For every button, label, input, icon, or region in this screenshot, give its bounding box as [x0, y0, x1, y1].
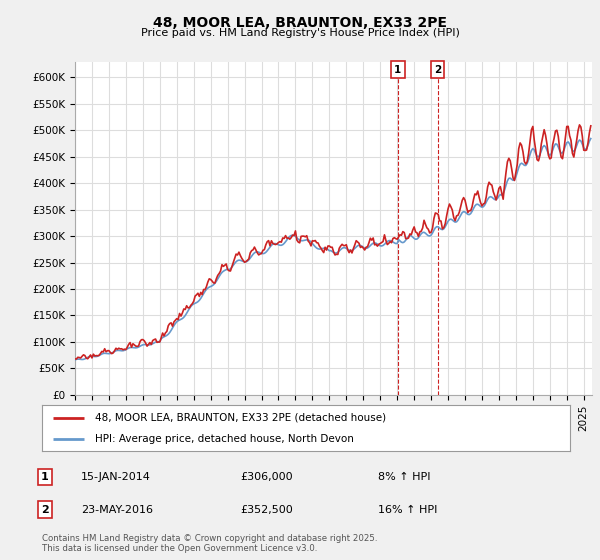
Text: 23-MAY-2016: 23-MAY-2016: [81, 505, 153, 515]
Text: 16% ↑ HPI: 16% ↑ HPI: [378, 505, 437, 515]
Text: 48, MOOR LEA, BRAUNTON, EX33 2PE (detached house): 48, MOOR LEA, BRAUNTON, EX33 2PE (detach…: [95, 413, 386, 423]
Text: 1: 1: [394, 64, 401, 74]
Text: Contains HM Land Registry data © Crown copyright and database right 2025.
This d: Contains HM Land Registry data © Crown c…: [42, 534, 377, 553]
Text: 48, MOOR LEA, BRAUNTON, EX33 2PE: 48, MOOR LEA, BRAUNTON, EX33 2PE: [153, 16, 447, 30]
Text: HPI: Average price, detached house, North Devon: HPI: Average price, detached house, Nort…: [95, 435, 353, 444]
Text: £352,500: £352,500: [240, 505, 293, 515]
Text: £306,000: £306,000: [240, 472, 293, 482]
Text: 15-JAN-2014: 15-JAN-2014: [81, 472, 151, 482]
Text: Price paid vs. HM Land Registry's House Price Index (HPI): Price paid vs. HM Land Registry's House …: [140, 28, 460, 38]
Text: 2: 2: [434, 64, 442, 74]
Text: 2: 2: [41, 505, 49, 515]
Text: 8% ↑ HPI: 8% ↑ HPI: [378, 472, 431, 482]
Text: 1: 1: [41, 472, 49, 482]
